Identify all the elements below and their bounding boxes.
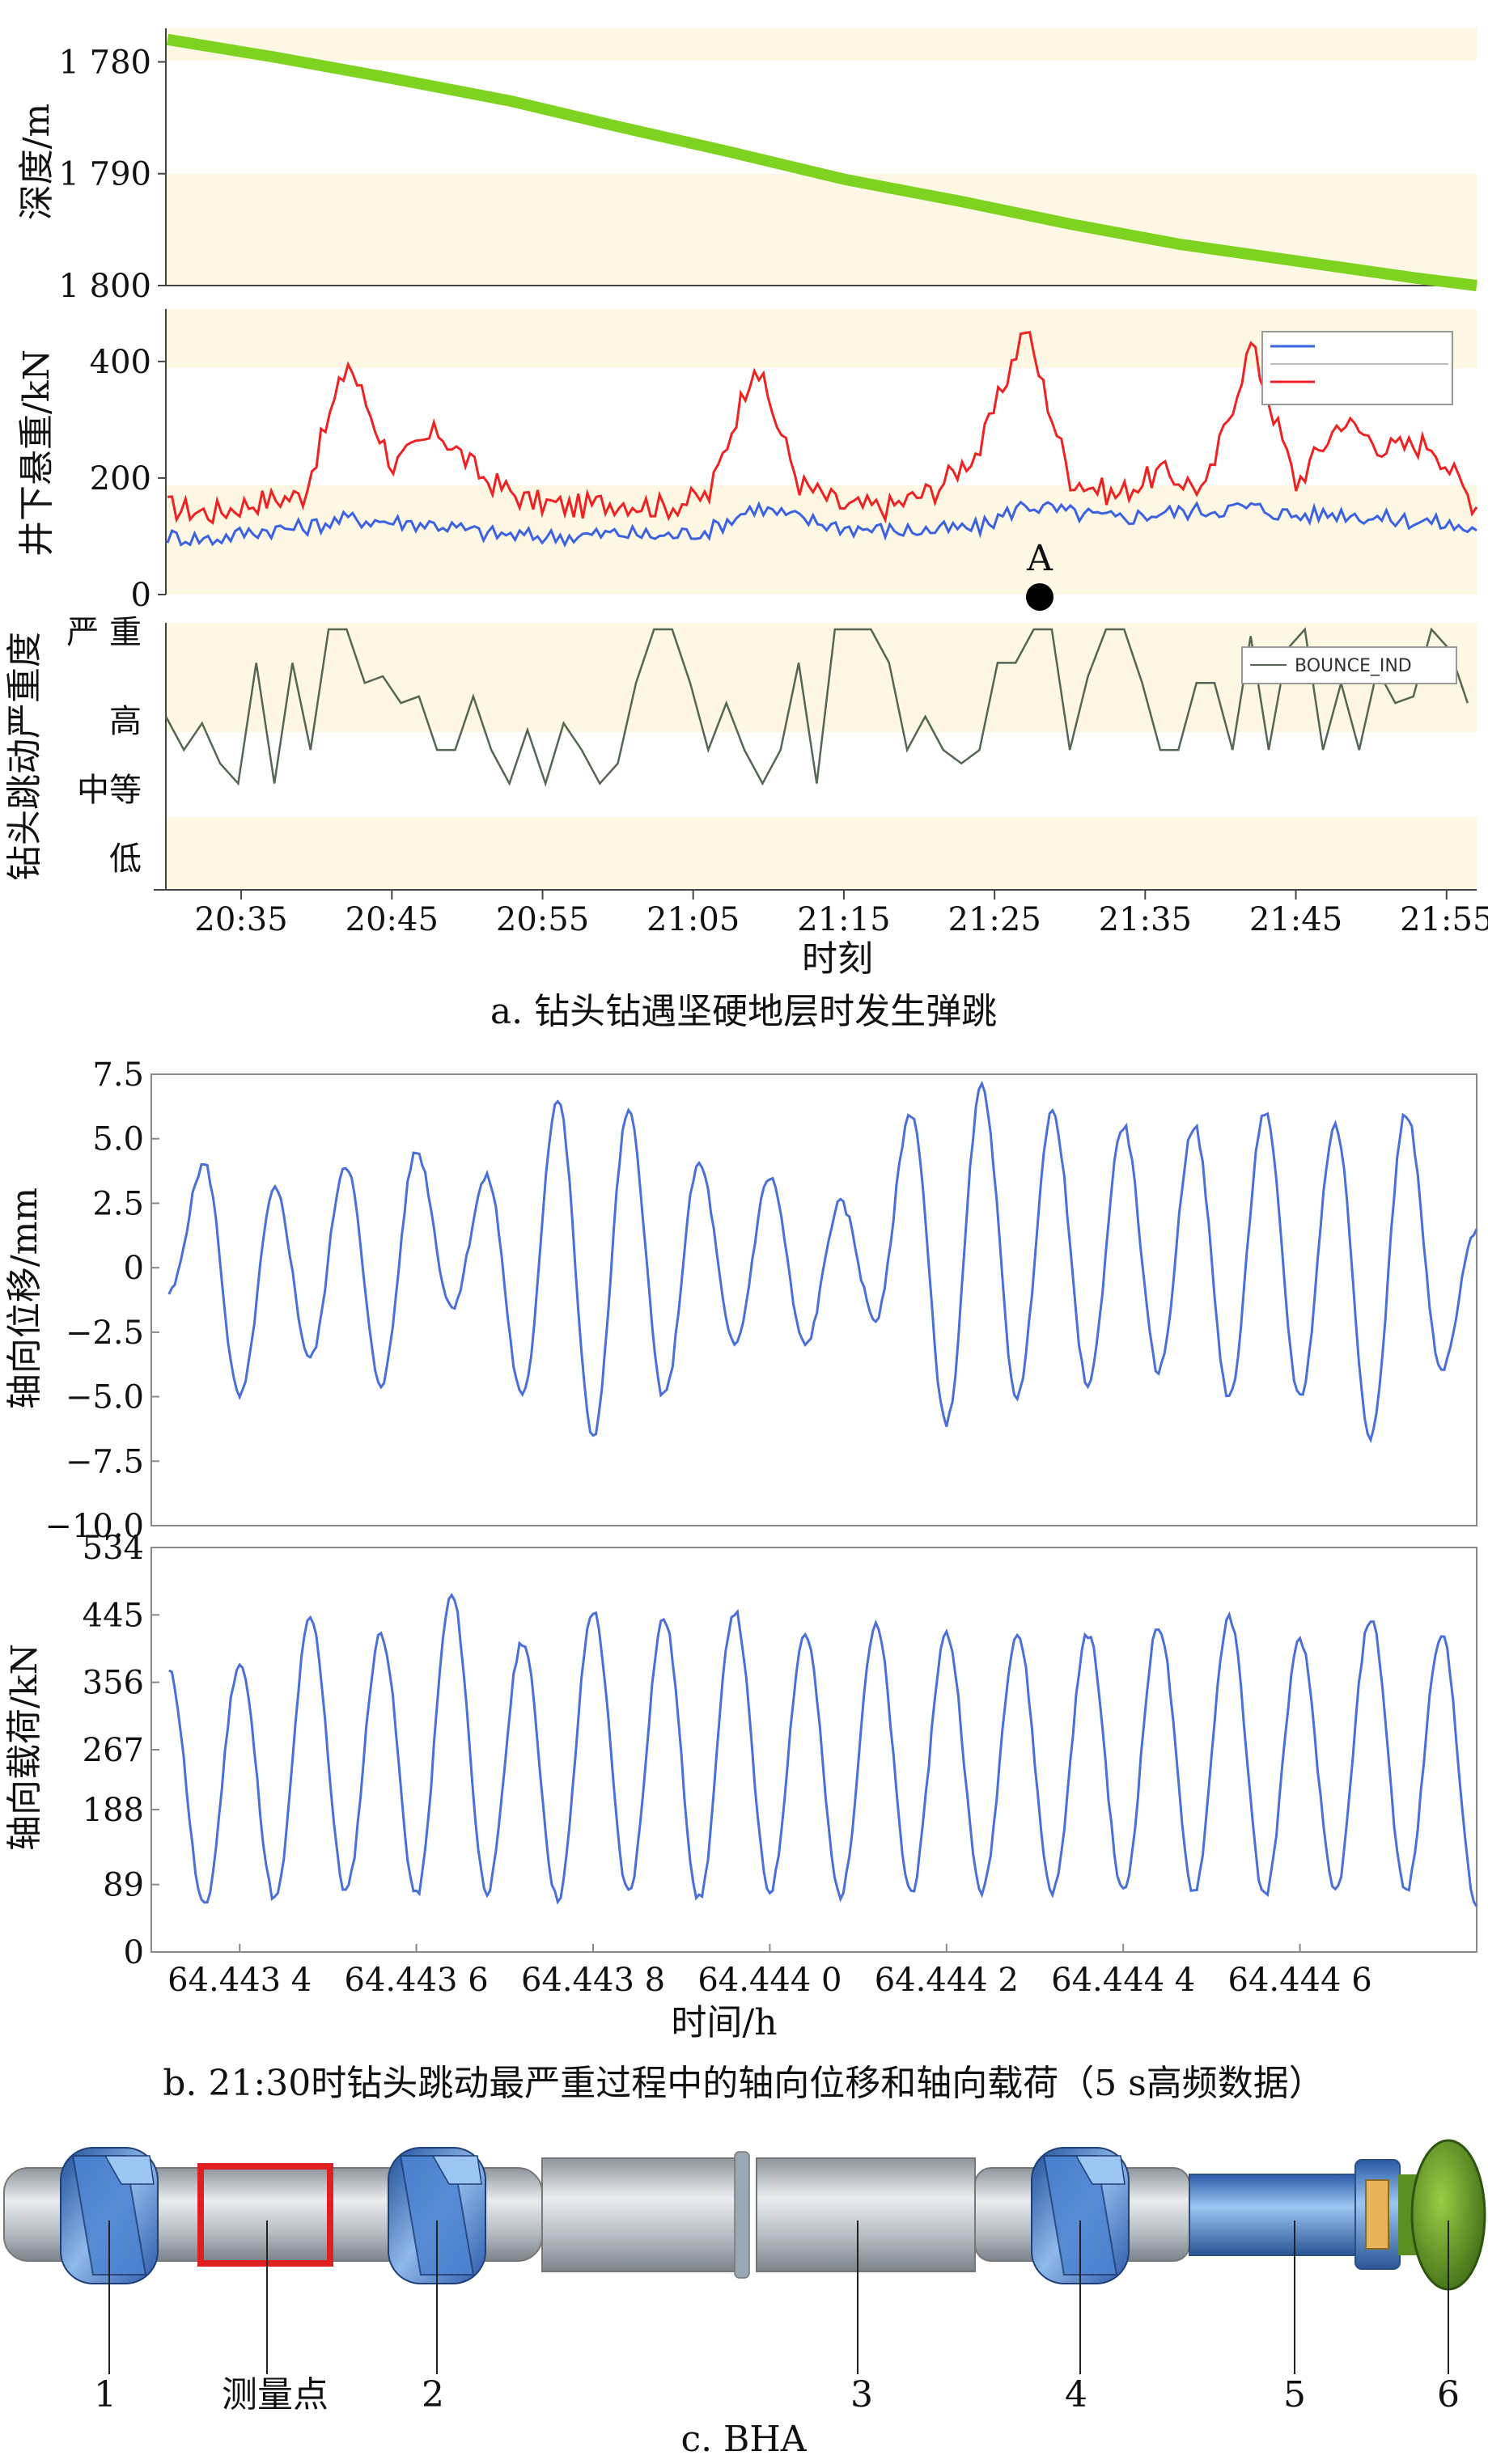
stabilizer-4 [1031,2147,1130,2284]
hookload-legend [1261,331,1453,405]
load-xlabel: 时间/h [671,2002,777,2043]
hookload-blue-line [166,500,1477,548]
measure-point-marker [197,2163,333,2267]
bounce-ytick-label: 严 重 [66,614,142,651]
displacement-ytick-label: −7.5 [66,1443,144,1480]
displacement-chart: 7.5 5.0 2.5 0 −2.5 −5.0 −7.5 −10.0 轴向位移/mm [4,1056,1478,1545]
bounce-xtick-label: 21:35 [1099,901,1192,938]
hookload-ytick-label: 400 [90,344,151,381]
bha-bit [1398,2139,1486,2291]
displacement-ytick-label: −10.0 [45,1508,144,1545]
hookload-band-white [166,368,1477,485]
depth-ylabel: 深度/m [16,104,57,221]
bha-label-5: 5 [1283,2374,1306,2415]
load-xtick-label: 64.444 2 [875,1962,1019,1999]
bounce-xtick-label: 20:45 [346,901,439,938]
bha-label-measure-point: 测量点 [222,2374,329,2415]
hookload-ylabel: 井下悬重/kN [16,349,57,557]
bha-label-4: 4 [1065,2374,1087,2415]
displacement-frame [150,1073,1477,1526]
stabilizer-4-blade-2 [1075,2155,1126,2185]
depth-line [166,33,1477,291]
hookload-chart: 0 200 400 A 井下悬重/kN [16,309,1478,614]
stabilizer-1-blade-2 [104,2155,155,2185]
depth-ytick-label: 1 800 [58,268,151,305]
load-ytick-label: 267 [83,1732,144,1769]
displacement-ytick-label: 5.0 [92,1121,144,1158]
hookload-red-line [167,331,1478,526]
load-xtick-label: 64.444 6 [1228,1962,1372,1999]
load-ylabel: 轴向载荷/kN [4,1644,45,1851]
bounce-ytick-label: 高 [109,703,142,740]
point-a-marker [1026,583,1053,611]
bha-collar-joint [734,2151,750,2279]
bounce-xtick-label: 21:55 [1400,901,1488,938]
caption-a: a. 钻头钻遇坚硬地层时发生弹跳 [490,991,997,1032]
depth-ytick-label: 1 790 [58,156,151,193]
load-xtick-label: 64.443 6 [345,1962,489,1999]
displacement-ylabel: 轴向位移/mm [4,1188,45,1409]
load-ytick-label: 188 [83,1792,144,1829]
bha-label-2: 2 [422,2374,444,2415]
stabilizer-2-blade-2 [431,2155,482,2185]
load-xtick-label: 64.444 0 [697,1962,842,1999]
load-xtick-label: 64.443 4 [167,1962,312,1999]
bounce-ytick-label: 中等 [77,772,142,809]
displacement-ytick-label: 2.5 [92,1185,144,1222]
stabilizer-1 [60,2147,159,2284]
caption-b: b. 21:30时钻头跳动最严重过程中的轴向位移和轴向载荷（5 s高频数据） [163,2063,1325,2104]
bounce-xtick-label: 21:05 [646,901,740,938]
load-frame [150,1547,1477,1953]
bounce-legend: BOUNCE_IND [1241,646,1457,684]
bha-label-3: 3 [850,2374,873,2415]
displacement-ytick-label: −2.5 [66,1315,144,1352]
load-ytick-label: 445 [83,1597,144,1634]
displacement-ytick-label: −5.0 [66,1379,144,1416]
bounce-legend-label: BOUNCE_IND [1295,656,1412,676]
bounce-ylabel: 钻头跳动严重度 [4,632,45,881]
bounce-xtick-label: 21:15 [797,901,890,938]
hookload-legend-box [1261,331,1453,405]
displacement-ytick-label: 7.5 [92,1056,144,1094]
depth-chart: 1 780 1 790 1 800 深度/m [16,28,1477,305]
load-chart: 534 445 356 267 188 89 0 64.443 4 64.443 6 64.443… [4,1530,1478,2043]
bha-collar-left [541,2157,741,2272]
bounce-xtick-label: 21:45 [1249,901,1342,938]
bounce-line [164,627,1469,787]
bha-sub-band [1365,2179,1389,2250]
bounce-xlabel: 时刻 [802,938,873,980]
load-ytick-label: 0 [124,1934,144,1971]
bounce-xtick-label: 20:55 [496,901,589,938]
load-ytick-label: 534 [83,1530,144,1567]
bounce-xtick-label: 20:35 [194,901,287,938]
load-xtick-label: 64.443 8 [521,1962,665,1999]
depth-ytick-label: 1 780 [58,44,151,81]
stabilizer-2 [388,2147,486,2284]
bha-diagram: 1 测量点 2 3 4 5 6 [3,2139,1486,2415]
bha-label-1: 1 [94,2374,117,2415]
load-ytick-label: 356 [83,1665,144,1702]
bha-label-6: 6 [1437,2374,1460,2415]
point-a-label: A [1026,538,1053,579]
bounce-ytick-label: 低 [109,840,142,878]
bha-collar-right [756,2157,976,2272]
hookload-ytick-label: 200 [90,460,151,497]
load-line [168,1593,1478,1907]
hookload-ytick-label: 0 [131,577,151,614]
load-xtick-label: 64.444 4 [1051,1962,1195,1999]
displacement-line [167,1080,1478,1444]
bounce-xtick-label: 21:25 [948,901,1041,938]
load-ytick-label: 89 [103,1867,144,1904]
bha-blue-collar [1189,2174,1364,2256]
displacement-ytick-label: 0 [124,1250,144,1287]
caption-c: c. BHA [680,2419,807,2460]
